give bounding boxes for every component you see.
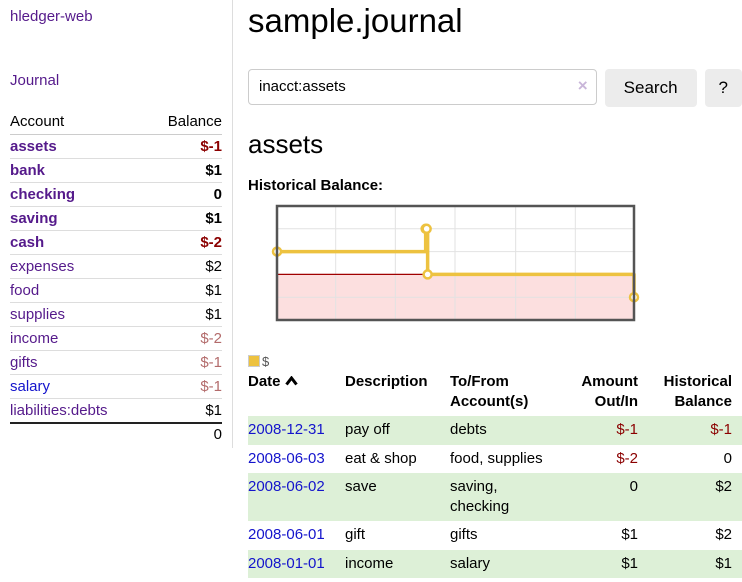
account-link[interactable]: saving: [10, 210, 58, 227]
register-table: Date Description To/From Account(s) Amou…: [248, 369, 742, 578]
account-balance: $-1: [146, 374, 222, 399]
register-row: 2008-12-31 pay off debts $-1 $-1: [248, 416, 742, 445]
account-balance: $-2: [146, 326, 222, 351]
search-bar: × Search ?: [248, 68, 742, 107]
transaction-description: pay off: [345, 416, 450, 445]
transaction-description: eat & shop: [345, 449, 417, 467]
transaction-balance: $-1: [648, 416, 742, 445]
transaction-date-link[interactable]: 2008-01-01: [248, 554, 325, 572]
account-link[interactable]: salary: [10, 378, 51, 395]
transaction-balance: $1: [648, 549, 742, 578]
account-row: gifts $-1: [10, 350, 222, 375]
sort-ascending-icon: [284, 375, 298, 386]
accounts-col-account: Account: [10, 110, 147, 135]
transaction-accounts: salary: [450, 549, 560, 578]
account-balance: $-1: [146, 134, 222, 159]
register-row: 2008-06-01 gift gifts $1 $2: [248, 521, 742, 549]
sidebar: hledger-web Journal Account Balance asse…: [0, 0, 233, 448]
account-row: checking 0: [10, 182, 222, 207]
transaction-description: income: [345, 549, 450, 578]
account-link[interactable]: supplies: [10, 306, 66, 323]
transaction-date-link[interactable]: 2008-06-01: [248, 526, 325, 544]
transaction-date-link[interactable]: 2008-06-03: [248, 449, 325, 467]
app-brand-link[interactable]: hledger-web: [10, 8, 93, 25]
account-row: expenses $2: [10, 254, 222, 279]
register-col-date[interactable]: Date: [248, 369, 345, 417]
help-button[interactable]: ?: [704, 68, 742, 107]
transaction-balance: $2: [715, 526, 732, 544]
account-link[interactable]: income: [10, 330, 59, 347]
account-row: food $1: [10, 278, 222, 303]
account-balance: $1: [146, 278, 222, 303]
chart-legend: $: [248, 354, 269, 369]
account-link[interactable]: checking: [10, 186, 76, 203]
transaction-accounts: gifts: [450, 526, 478, 544]
account-row: bank $1: [10, 158, 222, 183]
transaction-balance: $2: [648, 472, 742, 522]
chart-canvas: [271, 204, 640, 322]
account-balance: $1: [146, 206, 222, 231]
account-balance: $1: [146, 302, 222, 327]
clear-search-icon[interactable]: ×: [577, 75, 588, 95]
transaction-balance: 0: [723, 449, 732, 467]
legend-label: $: [262, 353, 270, 369]
account-link[interactable]: expenses: [10, 258, 75, 275]
account-balance: $-2: [146, 230, 222, 255]
account-row: salary $-1: [10, 374, 222, 399]
transaction-description: save: [345, 472, 450, 522]
account-row: supplies $1: [10, 302, 222, 327]
transaction-accounts: saving, checking: [450, 472, 560, 522]
transaction-date-link[interactable]: 2008-12-31: [248, 421, 325, 439]
register-row: 2008-01-01 income salary $1 $1: [248, 549, 742, 578]
transaction-accounts: debts: [450, 416, 560, 445]
register-col-balance: Historical Balance: [663, 372, 732, 411]
transaction-amount: $1: [621, 526, 638, 544]
account-row: cash $-2: [10, 230, 222, 255]
account-balance: $1: [146, 158, 222, 183]
account-row: liabilities:debts $1: [10, 398, 222, 424]
register-col-accounts: To/From Account(s): [450, 372, 529, 411]
account-link[interactable]: cash: [10, 234, 45, 251]
transaction-description: gift: [345, 526, 366, 544]
transaction-amount: $-2: [616, 449, 638, 467]
accounts-total-row: 0: [213, 426, 222, 443]
balance-chart: $: [248, 204, 742, 369]
register-col-description: Description: [345, 372, 428, 390]
account-row: income $-2: [10, 326, 222, 351]
account-row: assets $-1: [10, 134, 222, 159]
account-balance: $-1: [146, 350, 222, 375]
account-row: saving $1: [10, 206, 222, 231]
transaction-amount: $-1: [560, 416, 648, 445]
account-balance: $2: [146, 254, 222, 279]
main-content: sample.journal × Search ? assets Histori…: [248, 0, 742, 578]
account-link[interactable]: assets: [10, 138, 57, 155]
transaction-date-link[interactable]: 2008-06-02: [248, 477, 325, 495]
account-balance: 0: [146, 182, 222, 207]
transaction-accounts: food, supplies: [450, 449, 543, 467]
account-link[interactable]: bank: [10, 162, 46, 179]
account-link[interactable]: food: [10, 282, 40, 299]
register-row: 2008-06-02 save saving, checking 0 $2: [248, 472, 742, 522]
account-balance: $1: [146, 398, 222, 424]
transaction-amount: $1: [560, 549, 648, 578]
chart-heading: Historical Balance:: [248, 176, 384, 194]
accounts-col-balance: Balance: [146, 110, 222, 135]
search-input[interactable]: [248, 68, 597, 105]
transaction-amount: 0: [560, 472, 648, 522]
account-link[interactable]: gifts: [10, 354, 38, 371]
search-button[interactable]: Search: [604, 68, 697, 107]
page-title: sample.journal: [248, 2, 463, 39]
legend-swatch-icon: [248, 355, 260, 368]
journal-link[interactable]: Journal: [10, 72, 60, 89]
accounts-table: Account Balance assets $-1 bank $1 check…: [10, 110, 222, 446]
account-link[interactable]: liabilities:debts: [10, 402, 108, 419]
register-row: 2008-06-03 eat & shop food, supplies $-2…: [248, 445, 742, 473]
register-col-amount: Amount Out/In: [581, 372, 638, 411]
account-heading: assets: [248, 128, 324, 159]
